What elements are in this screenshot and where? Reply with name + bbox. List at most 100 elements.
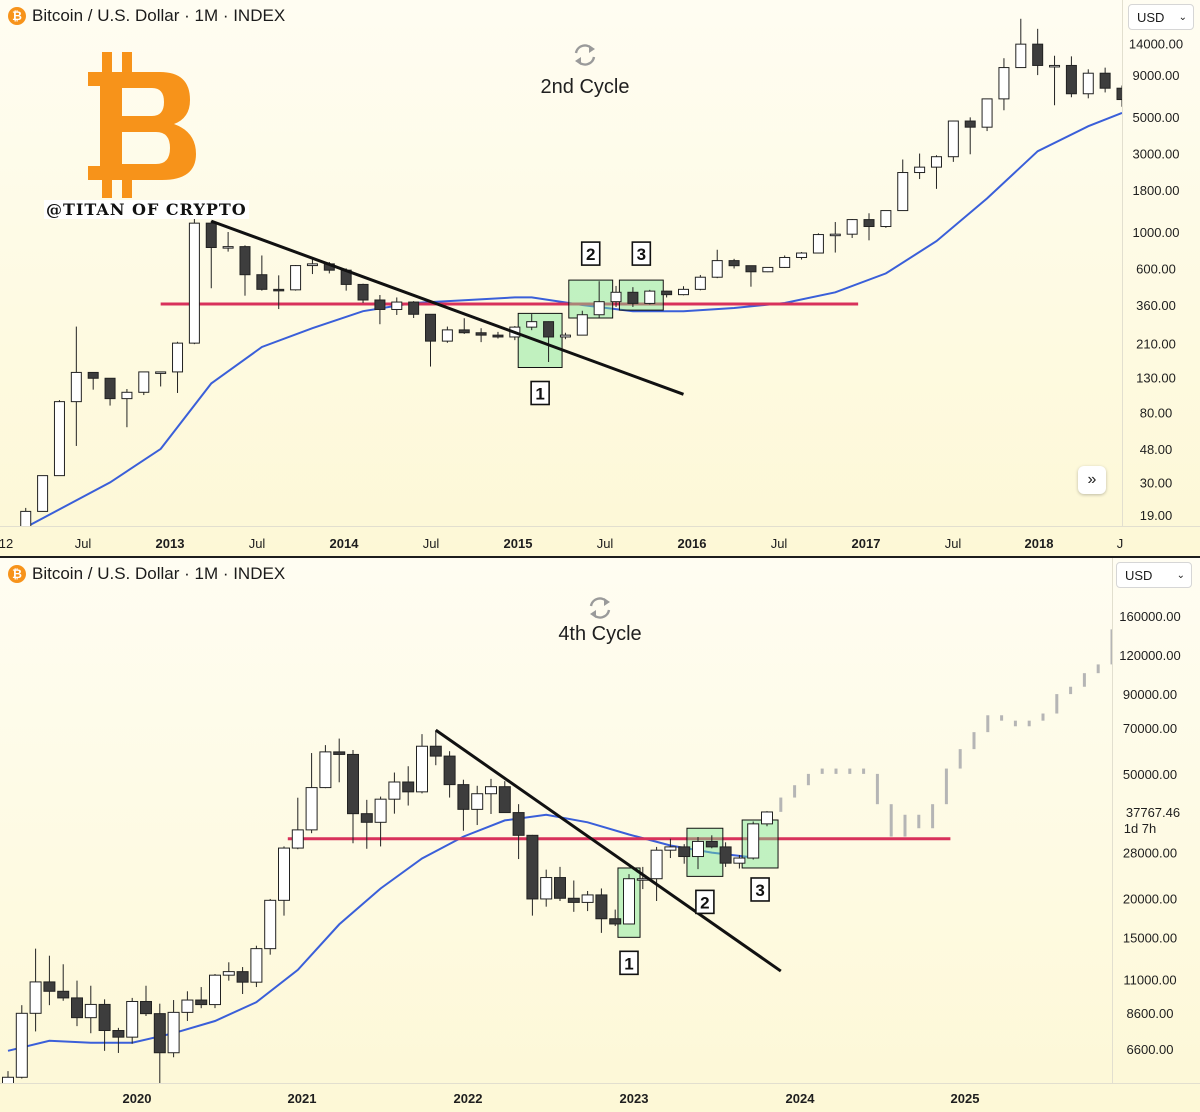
candle-body [644,290,656,304]
candle-body [209,974,221,1006]
candle-body [121,391,133,400]
chart-panel-4th-cycle: 4th Cycle 1 2 3 160000.00 120000.00 90000.00 70… [0,558,1200,1112]
candle-body [1049,64,1061,68]
signal-box-2 [568,279,614,319]
box-number-label: 1 [624,954,633,973]
box-number-frame [695,889,715,915]
price-axis-label: 8600.00 [1127,1006,1174,1021]
candle-body [84,1003,97,1019]
box-number-frame [631,241,652,266]
candle-body [458,329,470,334]
projection-bar [1096,664,1100,674]
candle-body [87,371,99,379]
box-number-label: 2 [700,893,709,912]
candle-body [360,813,373,823]
time-axis-label: Jul [945,536,962,551]
candle-body [492,334,504,338]
candle-body [526,834,539,900]
projection-bar [834,768,838,774]
candle-body [239,246,251,276]
refresh-arrow-lower [590,610,596,618]
price-axis-label: 210.00 [1136,336,1176,351]
candle-body [391,301,403,310]
candle-body [306,263,318,267]
chevron-down-icon: ⌄ [1178,11,1187,23]
projection-bar [1041,713,1045,721]
plot-area [20,18,1144,526]
scroll-to-realtime-button[interactable]: » [1078,466,1106,494]
price-axis-label: 120000.00 [1119,648,1180,663]
candle-body [719,846,732,864]
candle-body [319,751,332,789]
candle-body [692,840,704,858]
price-axis-label: 28000.00 [1123,846,1177,861]
projection-bar [1110,629,1112,665]
candle-body [457,784,470,810]
double-chevron-right-icon: » [1087,471,1097,488]
candle-body [610,291,622,303]
candle-body [429,745,442,757]
candle-body [880,210,892,228]
symbol-title[interactable]: Bitcoin / U.S. Dollar · 1M · INDEX [32,6,286,25]
downtrend-line [434,728,782,973]
projection-bar [986,715,990,733]
downtrend-line [210,219,685,396]
time-axis-label: 2018 [1025,536,1054,551]
candle-body [930,156,942,168]
time-axis-label: 2013 [156,536,185,551]
projection-bar [1000,715,1004,721]
candle-body [425,313,437,342]
refresh-icon [574,44,596,66]
candle-body [745,265,757,273]
candle-body [402,781,415,793]
time-axis-label: 12 [0,536,13,551]
price-axis-label: 50000.00 [1123,767,1177,782]
candle-body [172,342,184,373]
candle-body [37,475,49,512]
candle-body [43,981,56,992]
candle-body [374,798,387,823]
time-axis-label: J [1117,536,1124,551]
box-number-label: 3 [755,881,764,900]
candle-body [195,999,208,1006]
current-price-label: 37767.46 [1126,805,1180,820]
refresh-arrow-upper [589,45,595,53]
symbol-title[interactable]: Bitcoin / U.S. Dollar · 1M · INDEX [32,564,286,583]
candle-body [53,401,65,477]
price-axis-label: 20000.00 [1123,891,1177,906]
box-number-label: 1 [535,384,544,403]
currency-select[interactable]: USD ⌄ [1128,4,1194,30]
candle-body [475,332,487,336]
candle-body [694,276,706,290]
candle-body [273,288,285,292]
candle-body [498,786,511,814]
candle-body [964,120,976,128]
chart-header: ₿ Bitcoin / U.S. Dollar · 1M · INDEX [8,6,285,26]
chart-panel-2nd-cycle: 2nd Cycle 1 2 3 14000.00 9000.00 5000.00 3000.0… [0,0,1200,556]
candle-body [914,166,926,174]
candle-body [1134,86,1144,99]
currency-select[interactable]: USD ⌄ [1116,562,1192,588]
plot-area [2,629,1112,1083]
candle-body [664,846,677,851]
chart-canvas-bottom[interactable]: 4th Cycle 1 2 3 160000.00 120000.00 90000.00 70… [0,558,1200,1112]
time-axis-label: 2017 [852,536,881,551]
candle-body [609,918,622,925]
candle-body [155,371,167,374]
candle-body [388,781,401,800]
price-axis-label: 80.00 [1140,405,1173,420]
candle-body [291,829,304,849]
price-axis-label: 600.00 [1136,261,1176,276]
price-axis-label: 48.00 [1140,442,1173,457]
candle-body [581,894,594,903]
candle-body [947,120,959,158]
price-axis-label: 1000.00 [1133,225,1180,240]
price-axis-label: 70000.00 [1123,721,1177,736]
box-number-frame [530,380,550,406]
projection-bar [793,785,797,798]
candle-body [333,751,346,755]
candle-body [416,745,428,793]
candle-body [374,299,386,310]
projection-bar [944,768,948,805]
